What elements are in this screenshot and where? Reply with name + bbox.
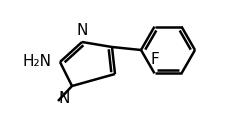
Text: H₂N: H₂N — [23, 55, 52, 69]
Text: N: N — [76, 23, 88, 38]
Text: N: N — [59, 91, 70, 106]
Text: F: F — [150, 52, 159, 67]
